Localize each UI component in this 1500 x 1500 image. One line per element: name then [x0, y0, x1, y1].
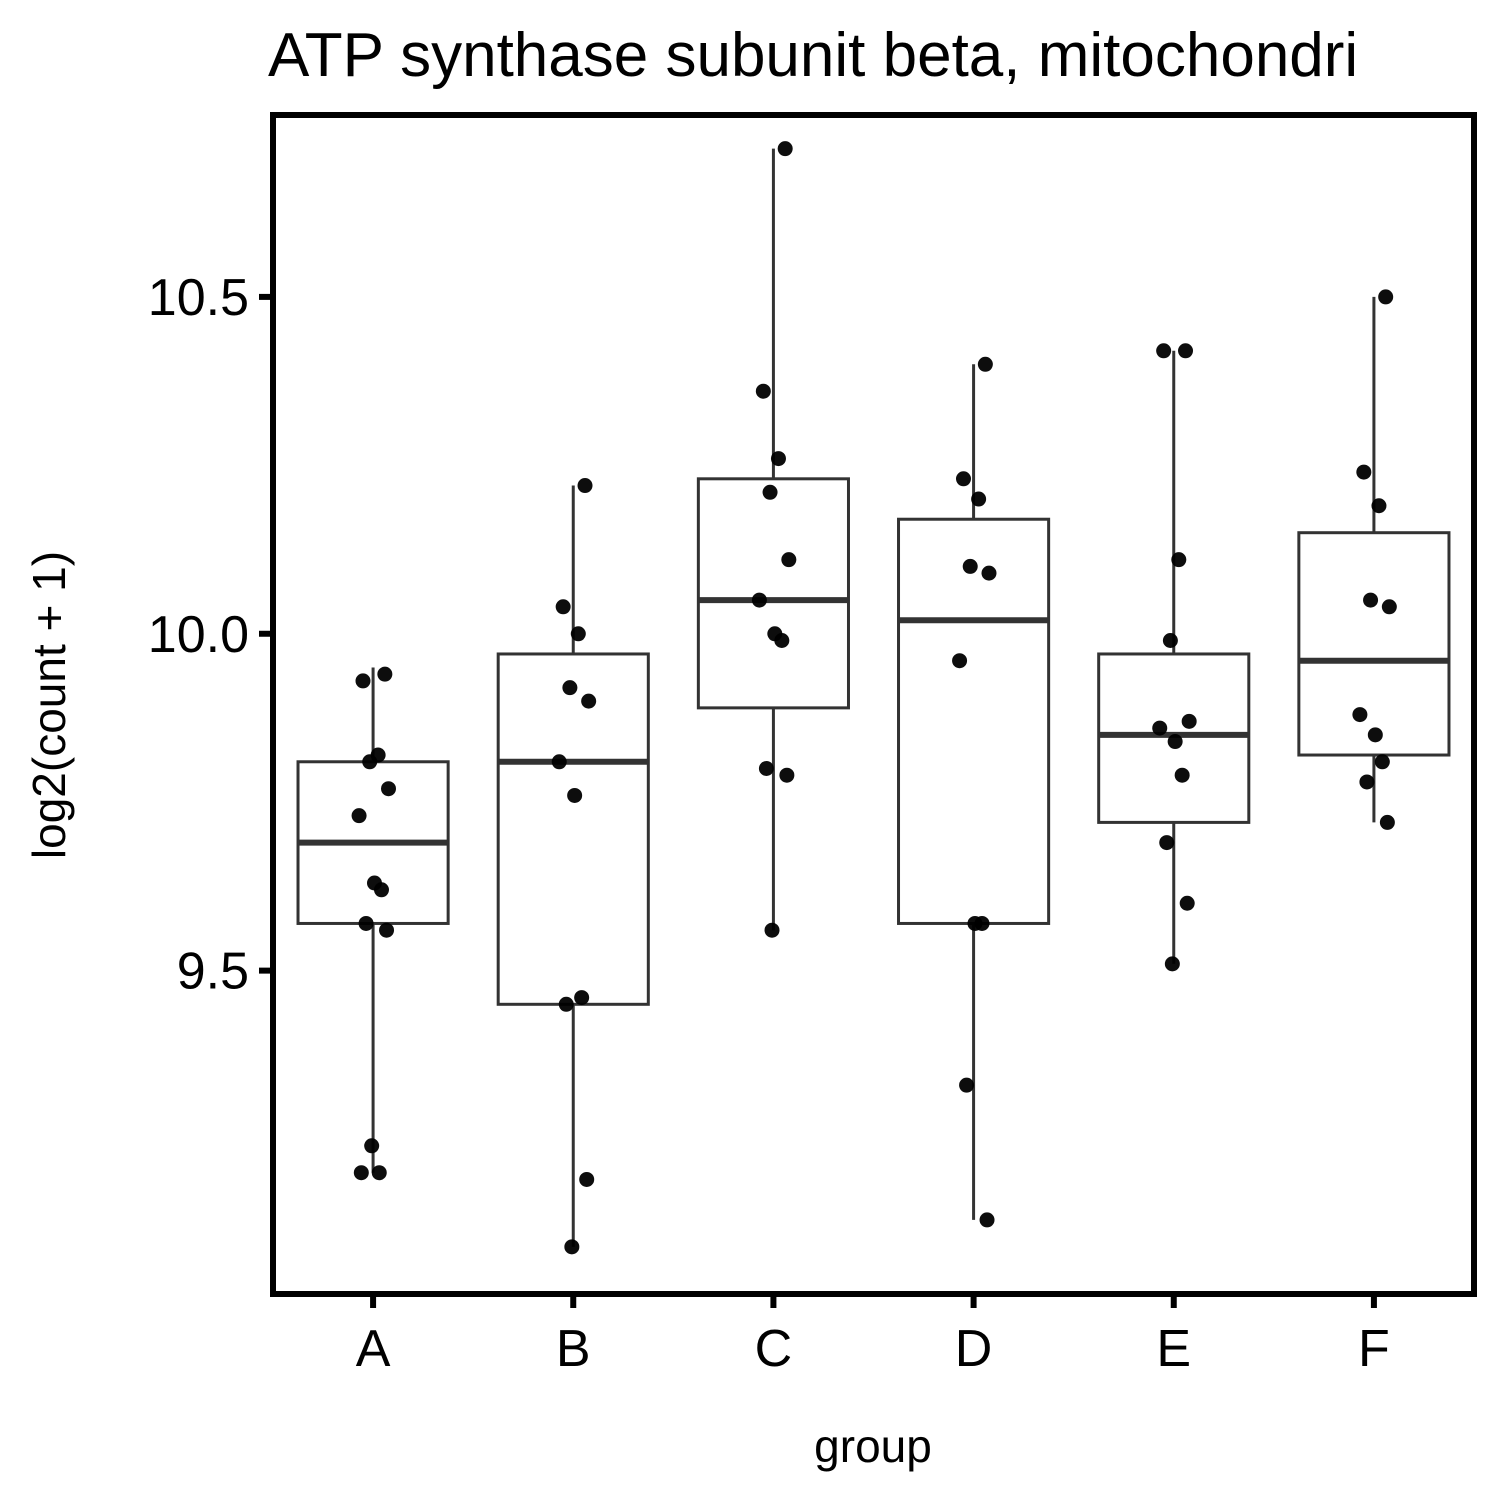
- data-point-F: [1356, 464, 1372, 480]
- x-tick-label: F: [1358, 1320, 1390, 1378]
- box-D: [897, 517, 1051, 925]
- box-group-B: [496, 485, 650, 1247]
- data-point-D: [974, 915, 990, 931]
- data-point-C: [777, 141, 793, 157]
- x-tick-label: A: [356, 1320, 391, 1378]
- data-point-B: [574, 990, 590, 1006]
- data-point-B: [551, 754, 567, 770]
- data-point-D: [979, 1212, 995, 1228]
- data-point-C: [764, 922, 780, 938]
- x-tick-label: E: [1156, 1320, 1191, 1378]
- data-point-B: [558, 996, 574, 1012]
- data-point-A: [377, 666, 393, 682]
- data-point-C: [755, 383, 771, 399]
- data-point-D: [971, 491, 987, 507]
- box-group-E: [1097, 350, 1251, 964]
- data-point-E: [1152, 720, 1168, 736]
- box-C: [696, 477, 850, 710]
- data-point-C: [774, 632, 790, 648]
- data-point-E: [1164, 956, 1180, 972]
- data-point-E: [1167, 734, 1183, 750]
- data-point-A: [364, 1138, 380, 1154]
- box-group-A: [296, 667, 450, 1173]
- x-axis-title: group: [814, 1420, 932, 1472]
- data-point-B: [570, 626, 586, 642]
- data-point-A: [373, 882, 389, 898]
- data-point-B: [577, 478, 593, 494]
- data-point-F: [1381, 599, 1397, 615]
- data-point-E: [1178, 343, 1194, 359]
- x-tick-label: C: [755, 1320, 793, 1378]
- data-point-F: [1363, 592, 1379, 608]
- data-point-B: [564, 1239, 580, 1255]
- data-point-C: [758, 761, 774, 777]
- data-point-E: [1162, 632, 1178, 648]
- data-point-F: [1378, 289, 1394, 305]
- box-group-F: [1297, 296, 1451, 823]
- data-point-B: [581, 693, 597, 709]
- data-point-D: [959, 1077, 975, 1093]
- data-point-D: [981, 565, 997, 581]
- data-point-A: [362, 754, 378, 770]
- data-point-D: [952, 653, 968, 669]
- plot-area: [296, 141, 1451, 1255]
- box-group-D: [897, 364, 1051, 1220]
- data-point-D: [977, 356, 993, 372]
- data-point-F: [1359, 774, 1375, 790]
- data-point-A: [371, 1165, 387, 1181]
- data-point-D: [955, 471, 971, 487]
- data-point-A: [379, 922, 395, 938]
- data-point-F: [1374, 754, 1390, 770]
- data-point-E: [1159, 835, 1175, 851]
- data-point-F: [1352, 707, 1368, 723]
- data-point-C: [770, 451, 786, 467]
- data-point-A: [358, 915, 374, 931]
- y-axis-title: log2(count + 1): [23, 551, 75, 859]
- plot-frame: [270, 112, 1477, 1297]
- data-point-B: [579, 1171, 595, 1187]
- data-point-C: [779, 767, 795, 783]
- box-B: [496, 652, 650, 1006]
- y-tick-label: 10.5: [148, 269, 249, 327]
- data-point-F: [1367, 727, 1383, 743]
- data-point-F: [1379, 814, 1395, 830]
- data-point-E: [1156, 343, 1172, 359]
- data-point-B: [555, 599, 571, 615]
- data-point-A: [351, 808, 367, 824]
- data-point-D: [962, 558, 978, 574]
- x-tick-label: D: [955, 1320, 993, 1378]
- data-point-A: [353, 1165, 369, 1181]
- data-point-C: [762, 484, 778, 500]
- box-group-C: [696, 148, 850, 931]
- data-point-B: [562, 680, 578, 696]
- box-F: [1297, 531, 1451, 757]
- x-tick-label: B: [556, 1320, 591, 1378]
- data-point-E: [1181, 713, 1197, 729]
- y-tick-label: 9.5: [177, 943, 249, 1001]
- data-point-B: [567, 787, 583, 803]
- y-tick-label: 10.0: [148, 606, 249, 664]
- axes: 9.5 10.0 10.5 A B C D E F: [148, 269, 1390, 1378]
- data-point-A: [355, 673, 371, 689]
- data-point-E: [1171, 552, 1187, 568]
- data-point-C: [751, 592, 767, 608]
- data-point-E: [1174, 767, 1190, 783]
- data-point-F: [1371, 498, 1387, 514]
- data-point-E: [1179, 895, 1195, 911]
- data-point-A: [380, 781, 396, 797]
- data-point-C: [781, 552, 797, 568]
- chart-title: ATP synthase subunit beta, mitochondri: [268, 21, 1358, 90]
